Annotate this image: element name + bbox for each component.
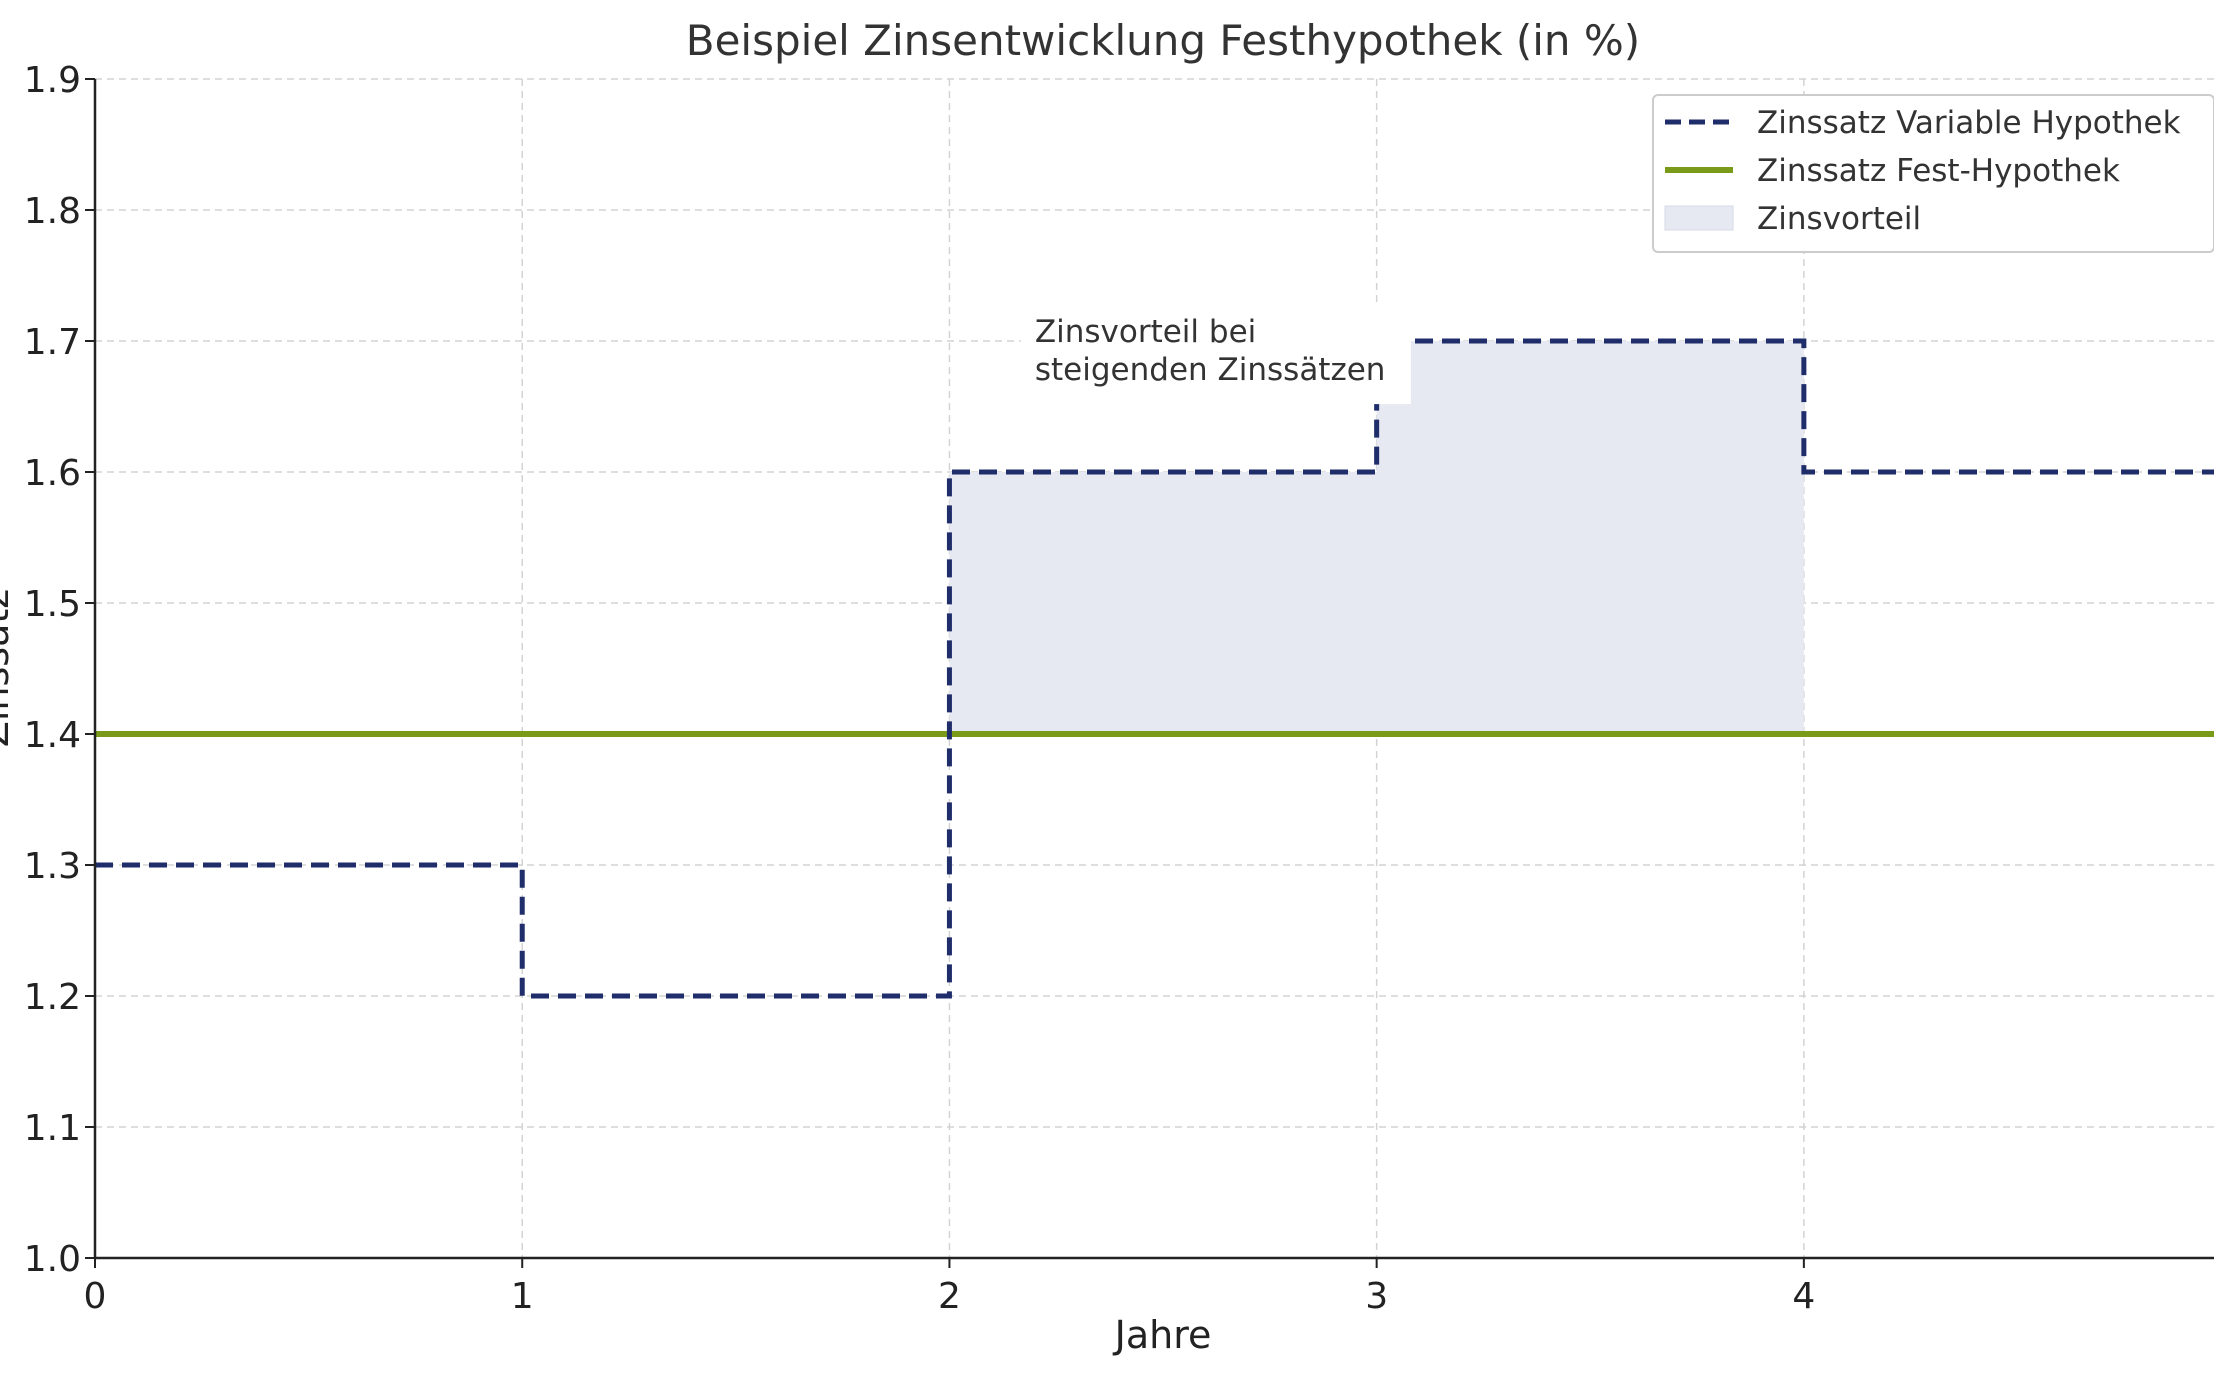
y-tick-label: 1.0 <box>24 1239 81 1280</box>
x-tick-label: 2 <box>938 1276 961 1317</box>
chart-title: Beispiel Zinsentwicklung Festhypothek (i… <box>686 16 1640 65</box>
y-tick-label: 1.7 <box>24 322 81 363</box>
annotation-text: steigenden Zinssätzen <box>1035 352 1386 388</box>
tick-labels: 1.0 1.1 1.2 1.3 1.4 1.5 1.6 1.7 1.8 1.9 0 1 2 3 4 <box>24 60 1816 1317</box>
axes <box>85 78 2214 1268</box>
y-tick-label: 1.3 <box>24 846 81 887</box>
y-tick-label: 1.4 <box>24 715 81 756</box>
series-layer <box>95 338 2214 999</box>
fill-area-layer <box>949 341 1804 734</box>
annotation-text: Zinsvorteil bei <box>1035 314 1256 350</box>
y-tick-label: 1.8 <box>24 191 81 232</box>
x-tick-label: 0 <box>84 1276 107 1317</box>
y-tick-label: 1.6 <box>24 453 81 494</box>
legend-entry-fest-label: Zinssatz Fest-Hypothek <box>1757 153 2120 189</box>
x-tick-label: 1 <box>511 1276 534 1317</box>
legend-entry-zinsvorteil-label: Zinsvorteil <box>1757 201 1921 237</box>
legend: Zinssatz Variable Hypothek Zinssatz Fest-… <box>1652 94 2214 253</box>
series-line-variable-hypothek <box>95 338 2214 999</box>
legend-entry-variable-label: Zinssatz Variable Hypothek <box>1757 105 2181 141</box>
y-axis-label: Zinssatz <box>0 589 17 747</box>
y-tick-label: 1.1 <box>24 1108 81 1149</box>
y-tick-label: 1.2 <box>24 977 81 1018</box>
y-tick-label: 1.9 <box>24 60 81 101</box>
x-axis-label: Jahre <box>1113 1313 1212 1357</box>
legend-box <box>1652 94 2214 253</box>
y-tick-label: 1.5 <box>24 584 81 625</box>
fill-area-zinsvorteil <box>949 341 1804 734</box>
x-tick-label: 4 <box>1792 1276 1815 1317</box>
legend-entry-zinsvorteil-swatch <box>1664 205 1734 231</box>
x-tick-label: 3 <box>1365 1276 1388 1317</box>
annotation-background <box>1020 306 1411 405</box>
